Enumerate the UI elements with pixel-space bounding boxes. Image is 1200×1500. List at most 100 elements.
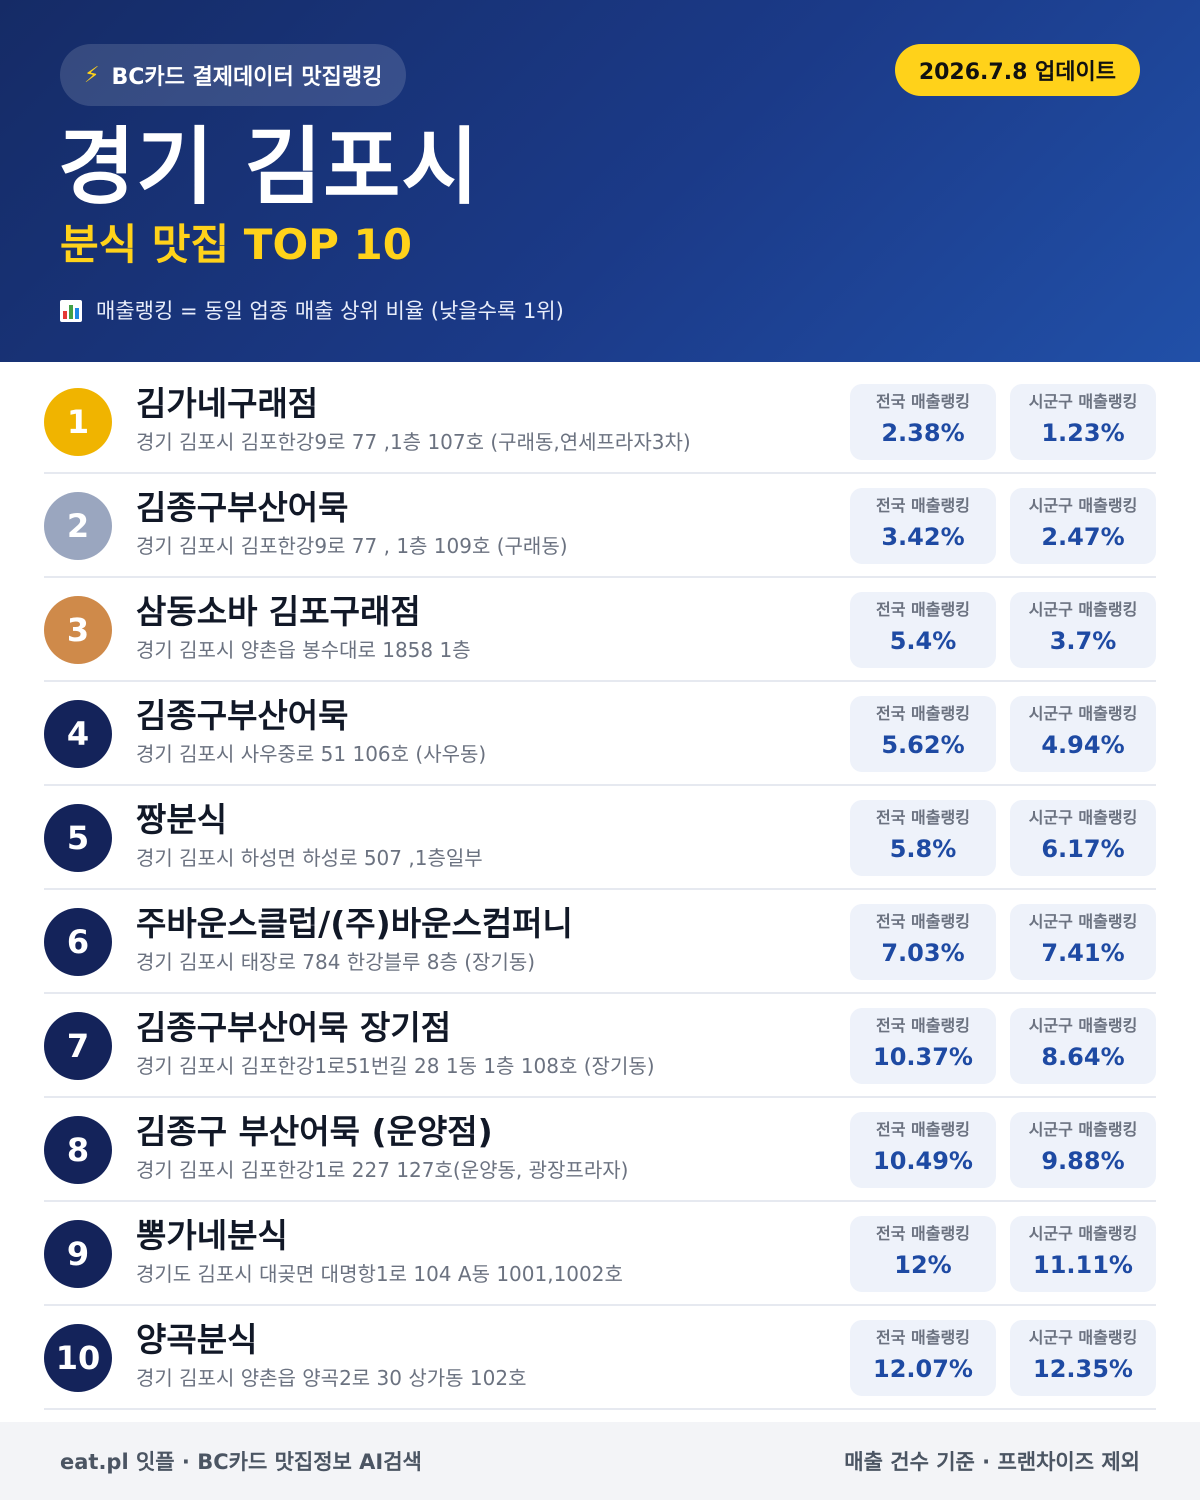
rank-label: 전국 매출랭킹 <box>876 912 970 931</box>
footer: eat.pl 잇플 · BC카드 맛집정보 AI검색 매출 건수 기준 · 프랜… <box>0 1422 1200 1500</box>
rank-value: 1.23% <box>1041 419 1125 447</box>
restaurant-address: 경기 김포시 사우중로 51 106호 (사우동) <box>136 742 487 766</box>
restaurant-name[interactable]: 김종구부산어묵 <box>136 488 349 527</box>
restaurant-name[interactable]: 양곡분식 <box>136 1320 258 1359</box>
rank-badge: 6 <box>44 908 112 976</box>
restaurant-row[interactable]: 3 삼동소바 김포구래점 경기 김포시 양촌읍 봉수대로 1858 1층 전국 매출랭… <box>44 578 1156 682</box>
local-rank-card: 시군구 매출랭킹 4.94% <box>1010 696 1156 772</box>
local-rank-card: 시군구 매출랭킹 11.11% <box>1010 1216 1156 1292</box>
rank-label: 시군구 매출랭킹 <box>1028 1016 1138 1035</box>
rank-value: 9.88% <box>1041 1147 1125 1175</box>
restaurant-row[interactable]: 5 짱분식 경기 김포시 하성면 하성로 507 ,1층일부 전국 매출랭킹 5.8% 시… <box>44 786 1156 890</box>
local-rank-card: 시군구 매출랭킹 7.41% <box>1010 904 1156 980</box>
rank-value: 11.11% <box>1033 1251 1133 1279</box>
restaurant-address: 경기 김포시 태장로 784 한강블루 8층 (장기동) <box>136 950 536 974</box>
rank-value: 5.4% <box>889 627 957 655</box>
rank-value: 3.7% <box>1049 627 1117 655</box>
rank-label: 시군구 매출랭킹 <box>1028 912 1138 931</box>
rank-badge: 7 <box>44 1012 112 1080</box>
local-rank-card: 시군구 매출랭킹 8.64% <box>1010 1008 1156 1084</box>
local-rank-card: 시군구 매출랭킹 2.47% <box>1010 488 1156 564</box>
rank-label: 전국 매출랭킹 <box>876 808 970 827</box>
rank-value: 7.41% <box>1041 939 1125 967</box>
brand-badge: ⚡ BC카드 결제데이터 맛집랭킹 <box>60 44 407 106</box>
rank-label: 시군구 매출랭킹 <box>1028 1120 1138 1139</box>
national-rank-card: 전국 매출랭킹 5.62% <box>850 696 996 772</box>
restaurant-address: 경기 김포시 하성면 하성로 507 ,1층일부 <box>136 846 483 870</box>
national-rank-card: 전국 매출랭킹 10.37% <box>850 1008 996 1084</box>
restaurant-name[interactable]: 김종구부산어묵 장기점 <box>136 1008 452 1047</box>
rank-value: 4.94% <box>1041 731 1125 759</box>
national-rank-card: 전국 매출랭킹 12% <box>850 1216 996 1292</box>
rank-label: 전국 매출랭킹 <box>876 1120 970 1139</box>
rank-value: 2.47% <box>1041 523 1125 551</box>
update-badge: 2026.7.8 업데이트 <box>894 44 1140 96</box>
local-rank-card: 시군구 매출랭킹 12.35% <box>1010 1320 1156 1396</box>
rank-badge: 1 <box>44 388 112 456</box>
rank-label: 전국 매출랭킹 <box>876 704 970 723</box>
header-banner: ⚡ BC카드 결제데이터 맛집랭킹 2026.7.8 업데이트 경기 김포시 분… <box>0 0 1200 362</box>
rank-label: 전국 매출랭킹 <box>876 496 970 515</box>
national-rank-card: 전국 매출랭킹 10.49% <box>850 1112 996 1188</box>
rank-badge: 8 <box>44 1116 112 1184</box>
rank-value: 5.8% <box>889 835 957 863</box>
restaurant-address: 경기 김포시 김포한강1로51번길 28 1동 1층 108호 (장기동) <box>136 1054 655 1078</box>
restaurant-name[interactable]: 김가네구래점 <box>136 384 319 423</box>
rank-value: 8.64% <box>1041 1043 1125 1071</box>
rank-label: 시군구 매출랭킹 <box>1028 392 1138 411</box>
rank-badge: 2 <box>44 492 112 560</box>
rank-value: 5.62% <box>881 731 965 759</box>
restaurant-row[interactable]: 8 김종구 부산어묵 (운양점) 경기 김포시 김포한강1로 227 127호(운양… <box>44 1098 1156 1202</box>
restaurant-row[interactable]: 4 김종구부산어묵 경기 김포시 사우중로 51 106호 (사우동) 전국 매출랭킹… <box>44 682 1156 786</box>
restaurant-address: 경기 김포시 김포한강9로 77 ,1층 107호 (구래동,연세프라자3차) <box>136 430 691 454</box>
restaurant-name[interactable]: 삼동소바 김포구래점 <box>136 592 421 631</box>
rank-label: 시군구 매출랭킹 <box>1028 600 1138 619</box>
ranking-note: 매출랭킹 = 동일 업종 매출 상위 비율 (낮을수록 1위) <box>60 296 564 326</box>
rank-label: 시군구 매출랭킹 <box>1028 1224 1138 1243</box>
rank-value: 12.07% <box>873 1355 973 1383</box>
rank-badge: 10 <box>44 1324 112 1392</box>
page-subtitle: 분식 맛집 TOP 10 <box>60 220 413 269</box>
national-rank-card: 전국 매출랭킹 12.07% <box>850 1320 996 1396</box>
restaurant-address: 경기 김포시 김포한강1로 227 127호(운양동, 광장프라자) <box>136 1158 629 1182</box>
rank-value: 12.35% <box>1033 1355 1133 1383</box>
rank-label: 전국 매출랭킹 <box>876 1224 970 1243</box>
page-title: 경기 김포시 <box>58 118 480 216</box>
restaurant-address: 경기 김포시 양촌읍 양곡2로 30 상가동 102호 <box>136 1366 527 1390</box>
local-rank-card: 시군구 매출랭킹 3.7% <box>1010 592 1156 668</box>
rank-value: 3.42% <box>881 523 965 551</box>
rank-value: 10.37% <box>873 1043 973 1071</box>
rank-value: 2.38% <box>881 419 965 447</box>
restaurant-address: 경기 김포시 김포한강9로 77 , 1층 109호 (구래동) <box>136 534 568 558</box>
restaurant-name[interactable]: 김종구 부산어묵 (운양점) <box>136 1112 493 1151</box>
national-rank-card: 전국 매출랭킹 7.03% <box>850 904 996 980</box>
rank-label: 전국 매출랭킹 <box>876 392 970 411</box>
rank-label: 전국 매출랭킹 <box>876 1016 970 1035</box>
rank-label: 시군구 매출랭킹 <box>1028 1328 1138 1347</box>
local-rank-card: 시군구 매출랭킹 1.23% <box>1010 384 1156 460</box>
restaurant-address: 경기도 김포시 대곶면 대명항1로 104 A동 1001,1002호 <box>136 1262 623 1286</box>
lightning-icon: ⚡ <box>84 62 100 88</box>
rank-label: 시군구 매출랭킹 <box>1028 704 1138 723</box>
restaurant-name[interactable]: 주바운스클럽/(주)바운스컴퍼니 <box>136 904 573 943</box>
rank-badge: 9 <box>44 1220 112 1288</box>
national-rank-card: 전국 매출랭킹 5.8% <box>850 800 996 876</box>
local-rank-card: 시군구 매출랭킹 6.17% <box>1010 800 1156 876</box>
footer-criteria: 매출 건수 기준 · 프랜차이즈 제외 <box>844 1450 1140 1474</box>
restaurant-name[interactable]: 짱분식 <box>136 800 228 839</box>
rank-badge: 3 <box>44 596 112 664</box>
local-rank-card: 시군구 매출랭킹 9.88% <box>1010 1112 1156 1188</box>
rank-value: 6.17% <box>1041 835 1125 863</box>
restaurant-address: 경기 김포시 양촌읍 봉수대로 1858 1층 <box>136 638 471 662</box>
rank-label: 시군구 매출랭킹 <box>1028 496 1138 515</box>
restaurant-name[interactable]: 김종구부산어묵 <box>136 696 349 735</box>
restaurant-name[interactable]: 뽕가네분식 <box>136 1216 288 1255</box>
rank-value: 7.03% <box>881 939 965 967</box>
bar-chart-icon <box>60 300 82 322</box>
